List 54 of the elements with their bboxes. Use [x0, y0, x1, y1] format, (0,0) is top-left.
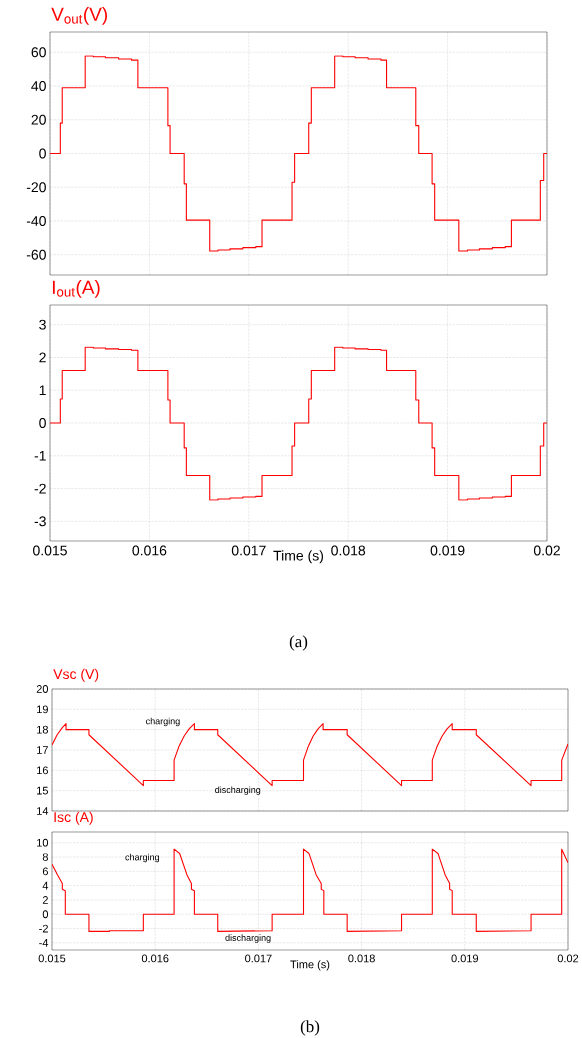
y-tick-label: 0 [39, 148, 46, 159]
y-tick-label: -3 [34, 516, 46, 527]
y-tick-label: 0 [39, 418, 46, 428]
y-tick-label: -60 [26, 249, 46, 260]
x-tick-label: 0.018 [348, 954, 375, 963]
y-tick-label: -2 [39, 924, 48, 933]
chart-title: V$_{out}$(V) [51, 7, 107, 25]
y-tick-label: 2 [42, 896, 48, 904]
text: (b) [300, 1020, 320, 1036]
chart-title: Vsc (V) [53, 668, 99, 682]
y-tick-label: -40 [26, 216, 46, 226]
y-tick-label: -1 [34, 450, 46, 461]
x-tick-label: 0.02 [557, 954, 579, 963]
y-tick-label: 4 [42, 881, 49, 890]
y-tick-label: 1 [39, 385, 46, 396]
y-tick-label: 20 [36, 685, 49, 693]
y-tick-label: 15 [37, 786, 48, 795]
y-tick-label: 14 [37, 807, 49, 815]
x-tick-label: 0.019 [430, 545, 465, 556]
y-tick-label: 40 [31, 81, 46, 91]
y-tick-label: 19 [37, 705, 48, 714]
x-tick-label: 0.02 [533, 545, 560, 556]
y-tick-label: 6 [42, 867, 48, 876]
x-tick-label: 0.016 [141, 954, 169, 963]
chart-title: I$_{out}$(A) [52, 280, 100, 298]
x-tick-label: 0.018 [331, 545, 366, 556]
x-tick-label: 0.015 [38, 954, 66, 963]
y-tick-label: 18 [37, 725, 48, 734]
y-tick-label: 10 [37, 838, 49, 847]
x-axis-title: Time (s) [290, 960, 330, 971]
annotation: charging [146, 717, 180, 727]
y-tick-label: 16 [37, 766, 48, 775]
x-tick-label: 0.019 [451, 954, 479, 963]
y-tick-label: 8 [42, 853, 48, 861]
x-tick-label: 0.017 [231, 545, 266, 556]
y-tick-label: 0 [42, 910, 49, 919]
y-tick-label: -20 [26, 182, 46, 193]
annotation: charging [125, 853, 159, 863]
x-axis-title: Time (s) [273, 550, 324, 564]
x-tick-label: 0.016 [132, 545, 167, 556]
y-tick-label: 60 [31, 47, 46, 58]
y-tick-label: -4 [39, 939, 49, 947]
line-series [51, 848, 568, 932]
chart-title: Isc (A) [54, 811, 93, 825]
y-tick-label: 20 [31, 114, 46, 125]
annotation: discharging [225, 934, 271, 943]
y-tick-label: 3 [39, 319, 46, 330]
text: (a) [289, 635, 308, 651]
y-tick-label: -2 [34, 483, 46, 494]
x-tick-label: 0.015 [33, 545, 67, 556]
x-tick-label: 0.017 [245, 954, 272, 963]
y-tick-label: 2 [39, 352, 46, 363]
annotation: discharging [215, 786, 261, 795]
y-tick-label: 17 [37, 746, 48, 754]
